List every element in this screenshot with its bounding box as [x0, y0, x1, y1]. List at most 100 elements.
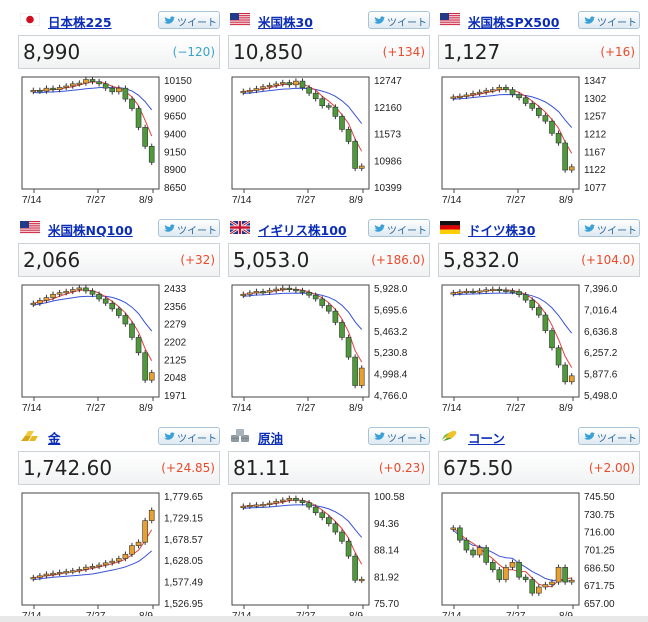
candle-body — [522, 294, 529, 301]
candlestick-chart[interactable]: 1,779.65 1,729.15 1,678.57 1,628.05 1,577.49… — [18, 491, 220, 622]
candle-body — [96, 564, 102, 567]
candlestick-chart[interactable]: 2433 2356 2279 2202 2125 2048 1971 7/14 7/27 8/9 — [18, 283, 220, 414]
candle-body — [148, 146, 155, 163]
candle-body — [306, 502, 312, 508]
candle-body — [483, 547, 489, 563]
candle-body — [63, 571, 69, 574]
japan-flag-icon — [20, 13, 40, 26]
y-tick-label: 1077 — [584, 183, 607, 194]
candle-body — [63, 291, 69, 294]
candle-body — [326, 305, 332, 312]
candle-body — [562, 364, 568, 383]
y-tick-label: 5,928.0 — [374, 284, 408, 295]
candle-body — [240, 91, 247, 94]
candle-body — [299, 500, 306, 503]
x-tick-label: 7/14 — [442, 403, 462, 414]
candle-body — [516, 562, 522, 578]
candle-body — [536, 107, 542, 116]
candlestick-chart[interactable]: 10150 9900 9650 9400 9150 8900 8650 7/14 7/27 8/9 — [18, 75, 220, 206]
candle-body — [253, 291, 260, 294]
tweet-button[interactable]: ツイート — [578, 11, 640, 29]
candle-body — [496, 86, 503, 91]
candle-body — [450, 292, 457, 295]
candlestick-chart[interactable]: 745.50 730.75 716.00 701.25 686.50 671.75 657.… — [438, 491, 640, 622]
candlestick-chart[interactable]: 12747 12160 11573 10986 10399 7/14 7/27 8/9 — [228, 75, 430, 206]
y-tick-label: 716.00 — [584, 528, 615, 539]
card-header: コーン ツイート — [438, 424, 640, 448]
candle-body — [286, 497, 293, 501]
y-tick-label: 6,636.8 — [584, 327, 618, 338]
candle-body — [489, 288, 496, 292]
market-card: 原油 ツイート 81.11 (+0.23) 100.58 94.36 88.14 81.92 7… — [228, 424, 430, 622]
y-tick-label: 10986 — [374, 156, 402, 167]
price-change: (+16) — [600, 45, 635, 59]
candle-body — [266, 502, 273, 505]
price-change: (+32) — [180, 253, 215, 267]
candlestick-chart[interactable]: 7,396.0 7,016.4 6,636.8 6,257.2 5,877.6 5,498… — [438, 283, 640, 414]
market-name-link[interactable]: 日本株225 — [48, 15, 112, 30]
candle-body — [312, 294, 319, 300]
candle-body — [56, 292, 63, 295]
candle-body — [312, 506, 319, 514]
y-tick-label: 1,526.95 — [164, 599, 203, 610]
y-tick-label: 1122 — [584, 165, 606, 176]
x-tick-label: 8/9 — [139, 195, 153, 206]
candle-body — [549, 581, 555, 585]
market-name-link[interactable]: 米国株SPX500 — [468, 15, 560, 30]
x-tick-label: 8/9 — [349, 403, 363, 414]
price-box: 10,850 (+134) — [228, 35, 430, 69]
y-tick-label: 745.50 — [584, 492, 615, 503]
candle-body — [116, 308, 122, 316]
y-tick-label: 6,257.2 — [584, 348, 618, 359]
x-tick-label: 7/27 — [296, 195, 316, 206]
price-change: (+104.0) — [581, 253, 635, 267]
market-name-link[interactable]: 米国株NQ100 — [48, 223, 133, 238]
tweet-button[interactable]: ツイート — [368, 427, 430, 445]
tweet-button[interactable]: ツイート — [158, 427, 220, 445]
tweet-button[interactable]: ツイート — [578, 219, 640, 237]
market-name-link[interactable]: コーン — [468, 431, 505, 446]
tweet-button[interactable]: ツイート — [158, 11, 220, 29]
candle-body — [148, 372, 155, 381]
candle-body — [109, 302, 116, 310]
price-box: 5,053.0 (+186.0) — [228, 243, 430, 277]
candlestick-chart[interactable]: 5,928.0 5,695.6 5,463.2 5,230.8 4,998.4 4,766… — [228, 283, 430, 414]
candle-body — [293, 289, 299, 292]
candle-body — [293, 497, 299, 501]
market-name-link[interactable]: 原油 — [258, 431, 284, 446]
candle-body — [286, 82, 293, 86]
bottom-scrollbar[interactable] — [0, 616, 648, 622]
candle-body — [69, 570, 76, 573]
y-tick-label: 5,498.0 — [584, 391, 618, 402]
price-change: (+2.00) — [588, 461, 635, 475]
y-tick-label: 100.58 — [374, 492, 405, 503]
x-tick-label: 7/14 — [232, 403, 252, 414]
tweet-button[interactable]: ツイート — [158, 219, 220, 237]
tweet-button[interactable]: ツイート — [368, 11, 430, 29]
market-name-link[interactable]: 金 — [48, 431, 61, 446]
candlestick-chart[interactable]: 1347 1302 1257 1212 1167 1122 1077 7/14 7/27 8/9 — [438, 75, 640, 206]
market-name-link[interactable]: 米国株30 — [258, 15, 313, 30]
candle-body — [332, 106, 339, 117]
y-tick-label: 701.25 — [584, 546, 615, 557]
y-tick-label: 8900 — [164, 165, 187, 176]
market-name-link[interactable]: イギリス株100 — [258, 223, 347, 238]
y-tick-label: 657.00 — [584, 599, 615, 610]
candle-body — [89, 290, 96, 295]
candle-body — [306, 292, 312, 296]
candle-body — [76, 82, 83, 85]
candle-body — [273, 288, 279, 291]
candle-body — [50, 293, 56, 298]
y-tick-label: 81.92 — [374, 572, 399, 583]
price-box: 8,990 (−120) — [18, 35, 220, 69]
tweet-button[interactable]: ツイート — [578, 427, 640, 445]
x-tick-label: 7/14 — [22, 195, 42, 206]
market-name-link[interactable]: ドイツ株30 — [468, 223, 536, 238]
y-tick-label: 1,678.57 — [164, 535, 203, 546]
tweet-button[interactable]: ツイート — [368, 219, 430, 237]
price-value: 675.50 — [443, 456, 513, 480]
candle-body — [96, 81, 102, 85]
germany-flag-icon — [440, 221, 460, 234]
candle-body — [536, 586, 542, 594]
